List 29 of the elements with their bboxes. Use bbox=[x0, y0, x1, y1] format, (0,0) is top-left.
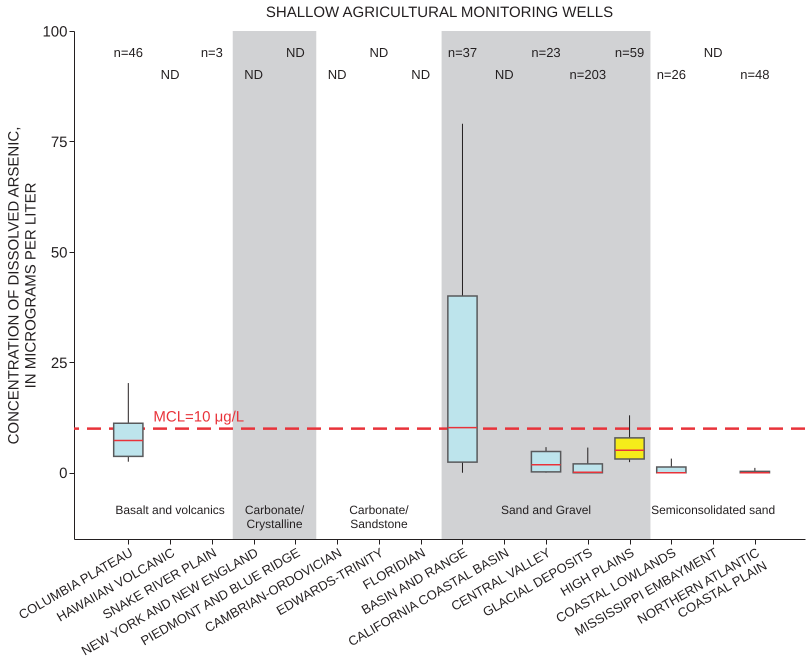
annotation: n=59 bbox=[614, 45, 644, 60]
annotation: n=26 bbox=[656, 67, 686, 82]
annotation: ND bbox=[494, 67, 514, 82]
annotation: Basalt and volcanics bbox=[115, 502, 225, 517]
y-tick-label: 75 bbox=[50, 134, 68, 151]
band-label: Sand and Gravel bbox=[500, 502, 592, 517]
y-tick-label: 25 bbox=[50, 354, 68, 372]
annotation: ND bbox=[328, 67, 347, 82]
annotation: n=23 bbox=[531, 45, 561, 60]
annotation: n=46 bbox=[114, 45, 143, 60]
annotation: n=37 bbox=[448, 45, 478, 60]
annotation: ND bbox=[411, 67, 430, 82]
annotation: ND bbox=[244, 67, 264, 82]
annotation: ND bbox=[370, 45, 388, 60]
annotation: ND bbox=[286, 45, 305, 60]
y-tick-label: 50 bbox=[50, 244, 68, 262]
annotation: n=203 bbox=[570, 67, 606, 82]
annotation: n=48 bbox=[740, 67, 770, 82]
y-axis-title: CONCENTRATION OF DISSOLVED ARSENIC, IN MICROGRAMS PER LITER bbox=[5, 126, 40, 444]
band-label: Carbonate/ Crystalline bbox=[244, 502, 305, 531]
annotation: Semiconsolidated sand bbox=[651, 502, 776, 517]
y-tick-label: 100 bbox=[42, 24, 68, 40]
annotation: ND bbox=[704, 45, 722, 60]
y-tick-label: 0 bbox=[59, 465, 68, 482]
annotation: n=3 bbox=[200, 45, 223, 60]
chart-title: SHALLOW AGRICULTURAL MONITORING WELLS bbox=[266, 4, 614, 21]
annotation: Carbonate/ Sandstone bbox=[349, 502, 410, 531]
ref-line-label: MCL=10 μg/L bbox=[153, 408, 244, 426]
annotation: ND bbox=[160, 67, 180, 82]
